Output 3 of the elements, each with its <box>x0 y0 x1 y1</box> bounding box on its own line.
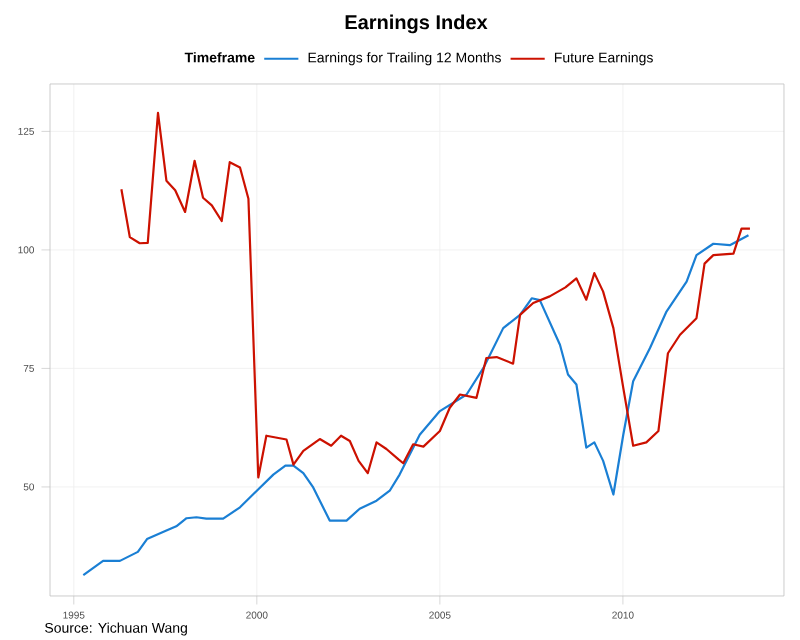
line-series <box>120 111 752 479</box>
line-series <box>82 234 750 577</box>
chart-title: Earnings Index <box>345 14 488 34</box>
